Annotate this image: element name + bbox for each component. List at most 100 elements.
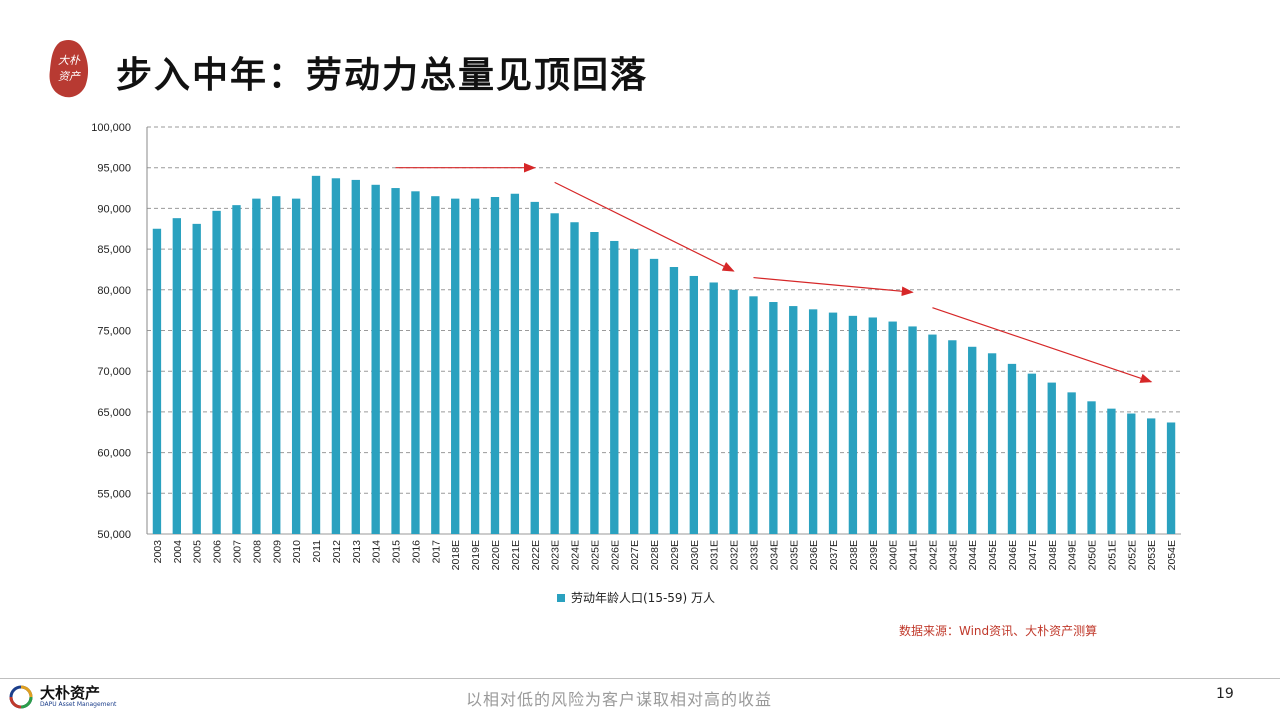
footer-slogan: 以相对低的风险为客户谋取相对高的收益 (466, 690, 773, 709)
bar-2004 (172, 218, 182, 534)
x-tick-label: 2050E (1087, 540, 1099, 570)
bar-2038E (848, 315, 858, 534)
x-tick-label: 2015 (391, 540, 403, 564)
bar-2012 (331, 178, 341, 535)
x-tick-label: 2038E (848, 540, 860, 570)
trend-arrow (753, 276, 914, 297)
bar-2020E (490, 197, 500, 534)
x-tick-label: 2016 (410, 540, 422, 564)
x-tick-label: 2034E (768, 540, 780, 570)
bar-2009 (272, 196, 281, 534)
bar-2018E (451, 198, 460, 534)
bar-2024E (570, 222, 579, 534)
x-tick-label: 2014 (371, 540, 383, 564)
brand-seal-logo: 大朴 资产 (48, 38, 90, 100)
page-number: 19 (1216, 686, 1234, 702)
x-tick-label: 2022E (530, 540, 542, 570)
bar-2008 (252, 198, 261, 534)
x-tick-label: 2044E (967, 540, 979, 570)
x-tick-label: 2043E (947, 540, 959, 570)
bar-2027E (629, 249, 639, 534)
bar-2037E (828, 312, 838, 534)
y-tick-label: 70,000 (97, 366, 131, 378)
bar-2043E (948, 340, 957, 534)
bar-2007 (232, 205, 241, 535)
bar-2046E (1007, 363, 1017, 534)
bar-2047E (1027, 373, 1037, 534)
x-tick-label: 2009 (271, 540, 283, 564)
bar-2023E (550, 213, 559, 534)
bar-2045E (987, 353, 997, 534)
x-tick-label: 2051E (1106, 540, 1118, 570)
bar-2049E (1067, 392, 1076, 534)
x-tick-label: 2023E (550, 540, 562, 570)
trend-arrow (932, 307, 1153, 383)
x-tick-label: 2018E (450, 540, 462, 570)
bar-2019E (470, 198, 480, 534)
x-tick-label: 2013 (351, 540, 363, 564)
x-tick-label: 2005 (192, 540, 204, 564)
x-tick-label: 2011 (311, 540, 323, 563)
x-tick-label: 2049E (1067, 540, 1079, 570)
x-tick-label: 2040E (888, 540, 900, 570)
y-tick-label: 60,000 (97, 448, 131, 460)
bar-2010 (291, 198, 301, 534)
y-tick-label: 85,000 (97, 244, 131, 256)
y-tick-label: 95,000 (97, 163, 131, 175)
x-tick-label: 2046E (1007, 540, 1019, 570)
bar-2017 (431, 196, 440, 534)
x-tick-label: 2010 (291, 540, 303, 564)
x-tick-label: 2008 (251, 540, 263, 564)
svg-text:资产: 资产 (58, 70, 81, 83)
x-tick-label: 2029E (669, 540, 681, 570)
bar-2033E (749, 296, 758, 534)
x-tick-label: 2020E (490, 540, 502, 570)
bar-2052E (1127, 413, 1136, 534)
x-tick-label: 2047E (1027, 540, 1039, 570)
legend-label: 劳动年龄人口(15-59) 万人 (571, 591, 716, 605)
bar-2005 (192, 223, 201, 534)
x-tick-label: 2025E (589, 540, 601, 570)
footer-divider (0, 678, 1280, 679)
bar-2051E (1107, 408, 1116, 534)
x-tick-label: 2039E (868, 540, 880, 570)
y-tick-label: 55,000 (97, 488, 131, 500)
x-tick-label: 2037E (828, 540, 840, 570)
y-tick-label: 75,000 (97, 326, 131, 338)
bar-2048E (1047, 382, 1056, 534)
bar-2034E (769, 302, 778, 534)
bar-2053E (1146, 418, 1156, 534)
trend-arrow (554, 181, 735, 272)
bar-2040E (888, 321, 897, 534)
dapu-ring-icon (9, 685, 33, 709)
bar-2021E (510, 193, 520, 535)
data-source-note: 数据来源：Wind资讯、大朴资产测算 (899, 624, 1098, 638)
x-tick-label: 2041E (908, 540, 920, 570)
footer-logo: 大朴资产 DAPU Asset Management (8, 684, 116, 710)
bar-2015 (391, 188, 400, 535)
bar-2014 (371, 184, 380, 534)
bar-2035E (789, 306, 798, 534)
svg-text:大朴: 大朴 (58, 54, 81, 67)
bar-2044E (968, 346, 977, 534)
x-tick-label: 2026E (609, 540, 621, 570)
legend-swatch (557, 593, 565, 602)
x-tick-label: 2036E (808, 540, 820, 570)
footer-brand-name: 大朴资产 (40, 684, 101, 702)
x-tick-label: 2012 (331, 540, 343, 564)
bar-2030E (689, 275, 699, 534)
x-tick-label: 2024E (570, 540, 582, 570)
bar-2031E (709, 282, 718, 534)
x-tick-label: 2033E (748, 540, 760, 570)
bar-2042E (928, 334, 937, 534)
y-tick-label: 65,000 (97, 407, 131, 419)
x-tick-label: 2030E (689, 540, 701, 570)
x-tick-label: 2054E (1166, 540, 1178, 570)
footer-brand-sub: DAPU Asset Management (40, 701, 117, 708)
x-tick-label: 2031E (709, 540, 721, 570)
x-tick-label: 2006 (212, 540, 224, 564)
x-tick-label: 2007 (231, 540, 243, 564)
chart-legend: 劳动年龄人口(15-59) 万人 (557, 589, 715, 606)
bar-2026E (610, 240, 619, 534)
bar-2025E (590, 232, 599, 535)
